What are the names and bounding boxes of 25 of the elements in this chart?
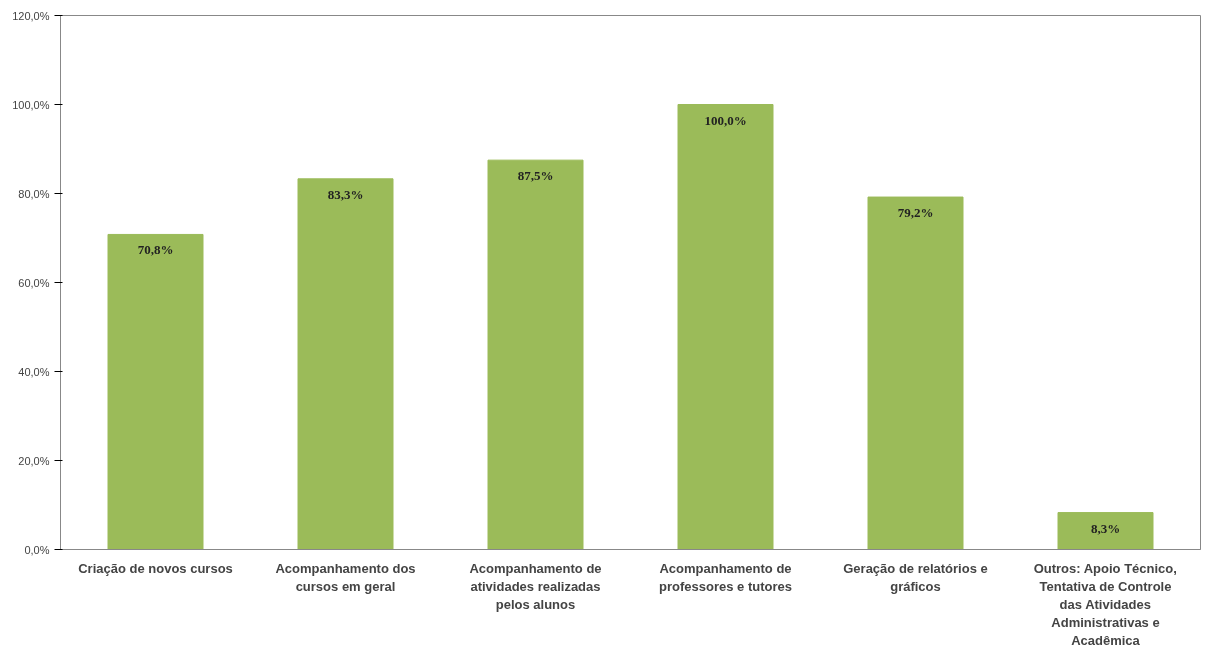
x-tick-label: Acompanhamento de professores e tutores bbox=[659, 560, 792, 594]
data-label: 70,8% bbox=[137, 242, 174, 258]
bar bbox=[677, 104, 774, 550]
bar bbox=[1057, 512, 1154, 550]
x-tick-label: Outros: Apoio Técnico, Tentativa de Controle das Atividades Administrativas e Acadêmica bbox=[1033, 560, 1177, 648]
y-tick-label: 60,0% bbox=[18, 276, 50, 289]
x-tick-label: Acompanhamento dos cursos em geral bbox=[275, 560, 416, 594]
data-label: 8,3% bbox=[1090, 520, 1121, 536]
y-tick-label: 100,0% bbox=[12, 98, 50, 111]
y-tick-label: 120,0% bbox=[12, 9, 50, 22]
bar bbox=[867, 196, 964, 550]
x-tick-label: Acompanhamento de atividades realizadas pelos alunos bbox=[469, 560, 602, 612]
data-label: 87,5% bbox=[517, 168, 554, 184]
y-tick-label: 0,0% bbox=[24, 543, 50, 556]
bar bbox=[297, 178, 394, 550]
bar bbox=[487, 159, 584, 550]
y-tick-label: 80,0% bbox=[18, 187, 50, 200]
x-tick-label: Geração de relatórios e gráficos bbox=[843, 560, 988, 594]
data-label: 83,3% bbox=[327, 186, 364, 202]
y-tick-label: 20,0% bbox=[18, 454, 50, 467]
data-label: 79,2% bbox=[897, 205, 934, 221]
bar bbox=[107, 233, 204, 550]
x-tick-label: Criação de novos cursos bbox=[78, 560, 233, 576]
y-tick-label: 40,0% bbox=[18, 365, 50, 378]
data-label: 100,0% bbox=[704, 112, 747, 128]
